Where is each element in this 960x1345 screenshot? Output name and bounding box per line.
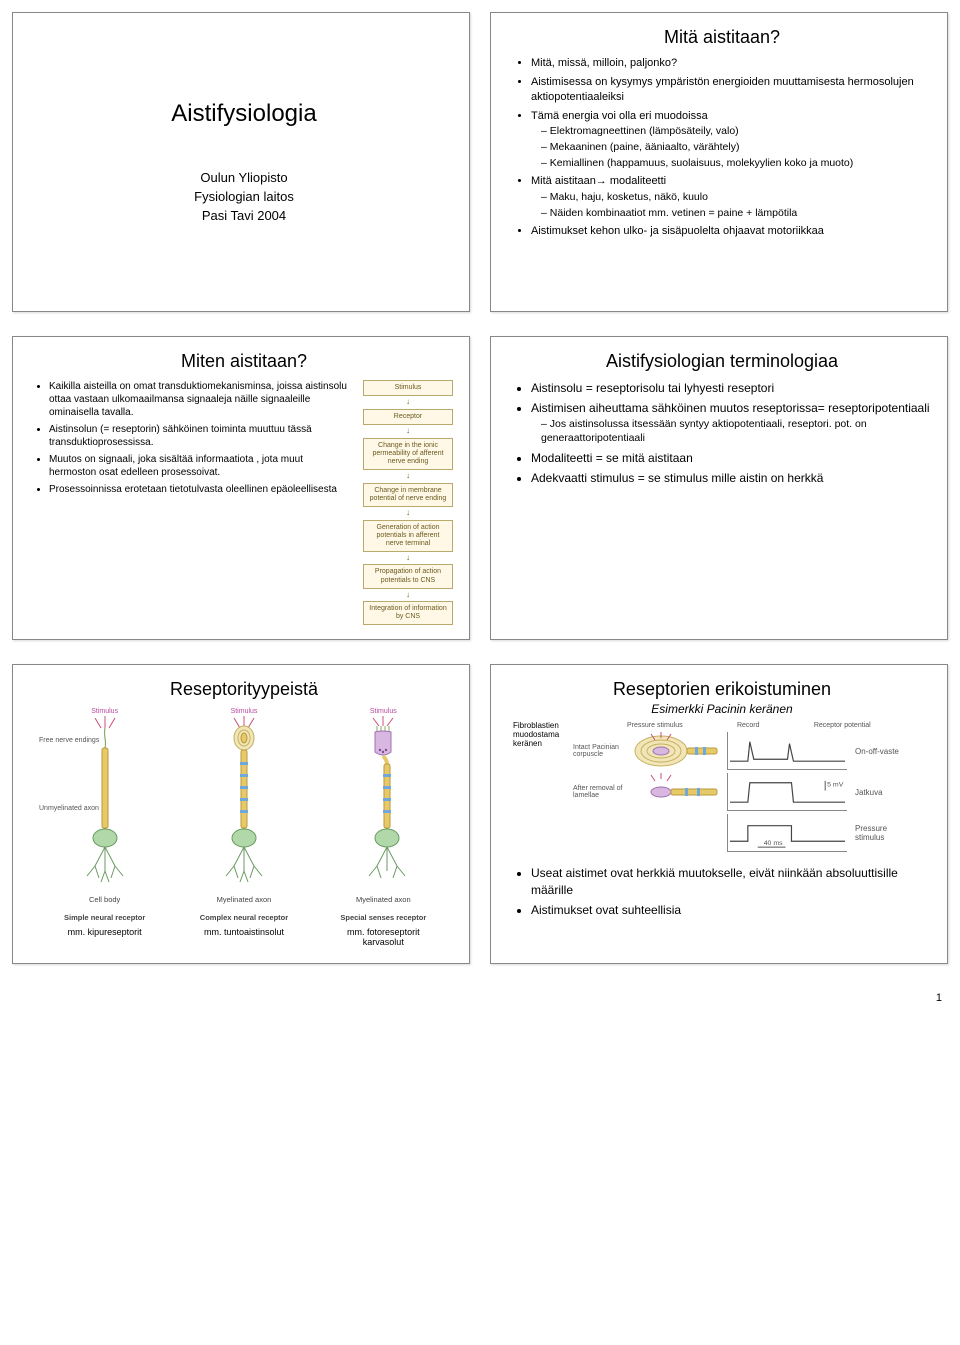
stimulus-label: Pressure stimulus — [855, 824, 907, 842]
caption: mm. kipureseptorit — [68, 927, 142, 937]
arrow-down-icon: ↓ — [406, 400, 410, 405]
bullet-list: Aistinsolu = reseptorisolu tai lyhyesti … — [513, 380, 931, 486]
slide-receptor-types: Reseptorityypeistä Stimulus — [12, 664, 470, 964]
bullet: Aistimukset kehon ulko- ja sisäpuolelta … — [531, 224, 931, 239]
bullet: Adekvaatti stimulus = se stimulus mille … — [531, 470, 931, 486]
affiliation-line: Pasi Tavi 2004 — [202, 208, 286, 223]
response-label: On-off-vaste — [855, 747, 907, 756]
caption: mm. fotoreseptorit karvasolut — [328, 927, 438, 947]
bullet: Kaikilla aisteilla on omat transduktiome… — [49, 380, 351, 419]
pacinian-row-intact: Intact Pacinian corpuscle On-off-vaste — [573, 732, 931, 770]
slide-title: Aistifysiologia Oulun Yliopisto Fysiolog… — [12, 12, 470, 312]
sub-bullet: Elektromagneettinen (lämpösäteily, valo) — [541, 125, 931, 139]
slide-heading: Mitä aistitaan? — [513, 27, 931, 48]
bullet: Aistimukset ovat suhteellisia — [531, 902, 931, 918]
response-label: Jatkuva — [855, 788, 907, 797]
neuron-icon — [204, 716, 284, 886]
main-title: Aistifysiologia — [171, 100, 316, 128]
flow-box: Stimulus — [363, 380, 453, 396]
bullet: Aistinsolu = reseptorisolu tai lyhyesti … — [531, 380, 931, 396]
svg-text:40 ms: 40 ms — [764, 841, 783, 848]
slide-subtitle: Esimerkki Pacinin keränen — [513, 702, 931, 716]
sub-bullet: Näiden kombinaatiot mm. vetinen = paine … — [541, 207, 931, 221]
receptor-diagram-row: Stimulus Free nerve endings Unmyelina — [35, 708, 453, 947]
receptor-special: Stimulus — [328, 708, 438, 947]
slide-heading: Reseptorityypeistä — [35, 679, 453, 700]
bullet-list: Mitä, missä, milloin, paljonko? Aistimis… — [513, 56, 931, 239]
arrow-down-icon: ↓ — [406, 556, 410, 561]
slide-how-sensed: Miten aistitaan? Kaikilla aisteilla on o… — [12, 336, 470, 640]
annotation: Fibroblastien muodostama keränen — [513, 722, 567, 748]
response-graph — [727, 732, 847, 770]
bullet: Aistimisen aiheuttama sähköinen muutos r… — [531, 400, 931, 445]
flow-box: Propagation of action potentials to CNS — [363, 564, 453, 588]
flow-diagram: Stimulus ↓ Receptor ↓ Change in the ioni… — [363, 380, 453, 625]
svg-text:5 mV: 5 mV — [827, 782, 844, 789]
slide-heading: Aistifysiologian terminologiaa — [513, 351, 931, 372]
bullet: Aistinsolun (= reseptorin) sähköinen toi… — [49, 423, 351, 449]
arrow-down-icon: ↓ — [406, 511, 410, 516]
slide-heading: Miten aistitaan? — [35, 351, 453, 372]
sub-bullet: Mekaaninen (paine, ääniaalto, värähtely) — [541, 141, 931, 155]
flow-box: Receptor — [363, 409, 453, 425]
arrow-down-icon: ↓ — [406, 593, 410, 598]
stimulus-graph: 40 ms — [727, 814, 847, 852]
sub-bullet: Kemiallinen (happamuus, suolaisuus, mole… — [541, 157, 931, 171]
affiliation-line: Oulun Yliopisto — [200, 170, 287, 185]
page-number: 1 — [12, 992, 948, 1004]
bullet: Modaliteetti = se mitä aistitaan — [531, 450, 931, 466]
pacinian-row-stimulus: 40 ms Pressure stimulus — [573, 814, 931, 852]
bullet-list: Kaikilla aisteilla on omat transduktiome… — [35, 380, 351, 496]
flow-box: Generation of action potentials in affer… — [363, 520, 453, 552]
pacinian-stripped-icon — [631, 773, 719, 811]
slide-terminology: Aistifysiologian terminologiaa Aistinsol… — [490, 336, 948, 640]
pacinian-icon — [631, 732, 719, 770]
arrow-down-icon: ↓ — [406, 429, 410, 434]
receptor-complex: Stimulus Mye — [189, 708, 299, 937]
slide-what-is-sensed: Mitä aistitaan? Mitä, missä, milloin, pa… — [490, 12, 948, 312]
bullet: Tämä energia voi olla eri muodoissa Elek… — [531, 109, 931, 171]
arrow-down-icon: ↓ — [406, 474, 410, 479]
bullet: Useat aistimet ovat herkkiä muutokselle,… — [531, 865, 931, 897]
affiliation-line: Fysiologian laitos — [194, 189, 294, 204]
caption: mm. tuntoaistinsolut — [204, 927, 284, 937]
flow-box: Change in membrane potential of nerve en… — [363, 483, 453, 507]
sub-bullet: Maku, haju, kosketus, näkö, kuulo — [541, 191, 931, 205]
bullet-list: Useat aistimet ovat herkkiä muutokselle,… — [513, 865, 931, 918]
bullet: Aistimisessa on kysymys ympäristön energ… — [531, 75, 931, 105]
bullet: Mitä, missä, milloin, paljonko? — [531, 56, 931, 71]
response-graph: 5 mV — [727, 773, 847, 811]
sub-bullet: Jos aistinsolussa itsessään syntyy aktio… — [541, 418, 931, 445]
bullet: Muutos on signaali, joka sisältää inform… — [49, 453, 351, 479]
bullet: Mitä aistitaan→ modaliteetti Maku, haju,… — [531, 174, 931, 220]
slide-receptor-specialization: Reseptorien erikoistuminen Esimerkki Pac… — [490, 664, 948, 964]
neuron-icon — [343, 716, 423, 886]
bullet: Prosessoinnissa erotetaan tietotulvasta … — [49, 483, 351, 496]
pacinian-row-stripped: After removal of lamellae 5 mV Jatkuva — [573, 773, 931, 811]
slide-heading: Reseptorien erikoistuminen — [513, 679, 931, 700]
flow-box: Change in the ionic permeability of affe… — [363, 438, 453, 470]
receptor-simple: Stimulus Free nerve endings Unmyelina — [50, 708, 160, 937]
flow-box: Integration of information by CNS — [363, 601, 453, 625]
